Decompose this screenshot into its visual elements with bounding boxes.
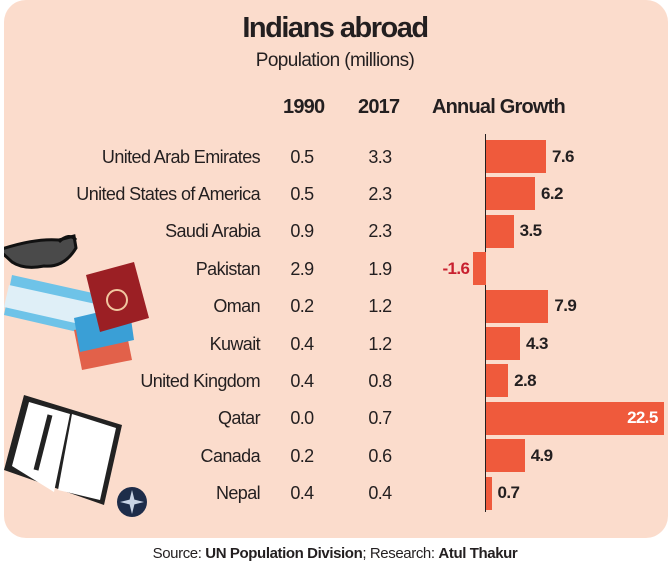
sunglasses-icon: [4, 234, 78, 269]
value-2017: 0.6: [368, 445, 392, 466]
value-1990: 0.5: [290, 183, 314, 204]
column-header-annual-growth: Annual Growth: [432, 96, 566, 118]
growth-bar: [486, 476, 492, 510]
value-1990: 0.5: [290, 146, 314, 167]
country-label: United States of America: [76, 183, 260, 204]
growth-bar: [486, 177, 535, 211]
growth-label: 7.6: [552, 146, 574, 166]
infographic-panel: [4, 0, 668, 538]
growth-bar: [486, 401, 664, 435]
growth-zero-axis: [485, 134, 486, 512]
growth-label: 3.5: [519, 221, 542, 241]
country-label: United Arab Emirates: [101, 146, 261, 167]
column-header-1990: 1990: [283, 96, 325, 118]
chart-subtitle: Population (millions): [255, 50, 415, 71]
passport-icon: [86, 262, 149, 332]
value-2017: 2.3: [368, 183, 392, 204]
value-2017: 0.8: [368, 370, 392, 391]
country-label: Qatar: [217, 408, 261, 429]
growth-label: 7.9: [554, 296, 577, 316]
value-2017: 1.2: [368, 333, 392, 354]
value-2017: 3.3: [368, 146, 392, 167]
growth-label: 22.5: [627, 408, 658, 428]
growth-label: 6.2: [540, 183, 563, 203]
country-label: Nepal: [215, 483, 261, 504]
growth-bar: [473, 252, 486, 286]
value-2017: 0.4: [368, 483, 392, 504]
source-prefix: Source:: [152, 545, 206, 562]
compass-icon: [117, 487, 147, 517]
country-label: Pakistan: [195, 258, 261, 279]
growth-bar: [486, 140, 547, 173]
value-2017: 1.9: [368, 258, 392, 279]
growth-label: 4.9: [530, 445, 553, 465]
country-label: Canada: [200, 445, 261, 466]
value-2017: 0.7: [368, 408, 392, 429]
growth-bar: [486, 364, 509, 398]
growth-bar: [486, 214, 514, 248]
country-label: Oman: [213, 296, 260, 317]
value-1990: 2.9: [290, 258, 314, 279]
travel-illustration: [4, 234, 149, 517]
value-1990: 0.4: [290, 370, 314, 391]
chart-title: Indians abroad: [242, 12, 429, 44]
value-1990: 0.9: [290, 221, 314, 242]
notebook-icon: [4, 395, 122, 505]
value-2017: 1.2: [368, 296, 392, 317]
country-label: Saudi Arabia: [165, 221, 260, 242]
country-label: United Kingdom: [140, 370, 260, 391]
source-mid: ; Research:: [362, 545, 439, 562]
column-header-2017: 2017: [358, 96, 400, 118]
value-1990: 0.2: [290, 296, 314, 317]
growth-label: 0.7: [497, 483, 520, 503]
growth-label: -1.6: [442, 258, 470, 278]
growth-bar: [486, 439, 525, 473]
value-1990: 0.4: [290, 483, 314, 504]
growth-bar: [486, 289, 549, 323]
country-label: Kuwait: [209, 333, 261, 354]
value-1990: 0.0: [290, 408, 314, 429]
value-2017: 2.3: [368, 221, 392, 242]
source-org: UN Population Division: [205, 545, 363, 562]
growth-label: 4.3: [525, 333, 548, 353]
growth-label: 2.8: [514, 370, 536, 390]
source-line: Source: UN Population Division; Research…: [0, 545, 670, 562]
growth-bar: [486, 327, 520, 360]
source-author: Atul Thakur: [438, 545, 518, 562]
value-1990: 0.2: [290, 445, 314, 466]
value-1990: 0.4: [290, 333, 314, 354]
